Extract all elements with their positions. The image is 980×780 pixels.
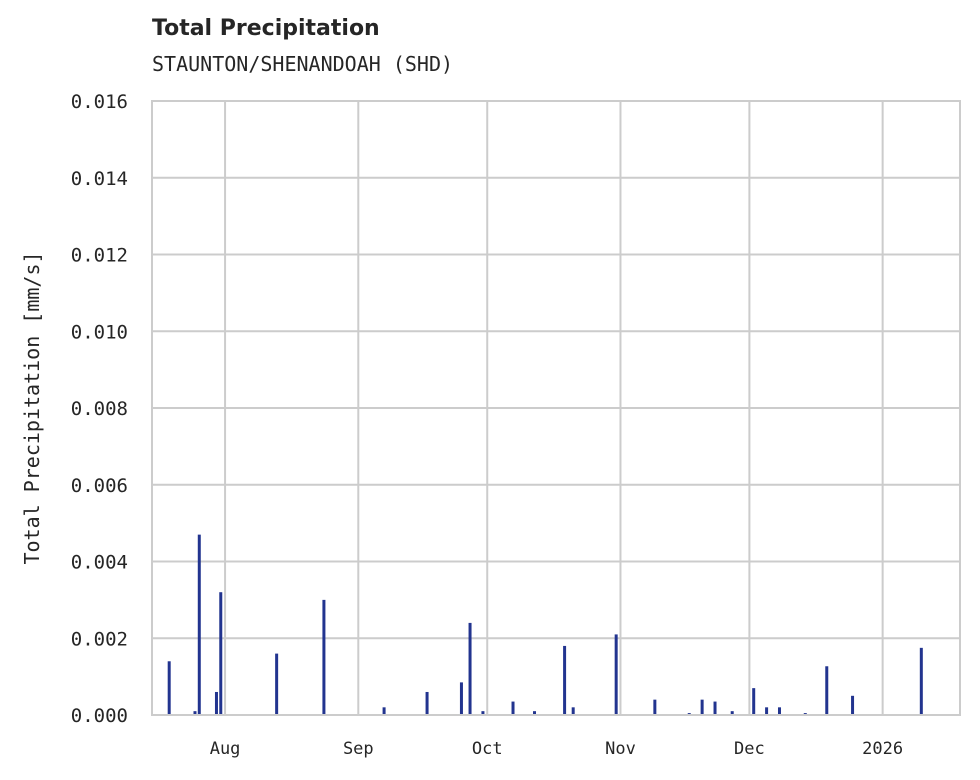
precip-bar	[197, 534, 201, 715]
precip-bar	[653, 699, 657, 715]
x-tick-label: Sep	[343, 739, 374, 759]
y-tick-label: 0.014	[71, 168, 128, 190]
x-tick-label: Aug	[210, 739, 241, 759]
y-tick-label: 0.000	[71, 705, 128, 727]
plot-frame	[151, 100, 961, 716]
chart-title: Total Precipitation	[152, 16, 380, 41]
y-tick-label: 0.010	[71, 321, 128, 343]
precip-bar	[752, 688, 756, 715]
precipitation-bars	[167, 534, 923, 715]
precip-bar	[730, 711, 734, 715]
x-tick-label: Nov	[605, 739, 636, 759]
precip-bar	[214, 691, 218, 715]
y-tick-label: 0.006	[71, 475, 128, 497]
y-tick-label: 0.002	[71, 628, 128, 650]
y-tick-label: 0.004	[71, 552, 128, 574]
chart-subtitle: STAUNTON/SHENANDOAH (SHD)	[152, 52, 454, 76]
precip-bar	[919, 647, 923, 715]
precip-bar	[777, 707, 781, 715]
precip-bar	[382, 707, 386, 715]
precip-bar	[511, 701, 515, 715]
precip-bar	[571, 707, 575, 715]
y-tick-label: 0.008	[71, 398, 128, 420]
precip-bar	[468, 622, 472, 715]
precip-bar	[825, 666, 829, 715]
y-axis-ticks: 0.000 0.002 0.004 0.006 0.008 0.010 0.012 0.014…	[71, 91, 128, 727]
x-tick-label: Dec	[734, 739, 765, 759]
precip-bar	[851, 695, 855, 715]
precip-bar	[459, 682, 463, 715]
x-tick-label: Oct	[472, 739, 503, 759]
precip-bar	[481, 711, 485, 715]
x-axis-ticks: Aug Sep Oct Nov Dec 2026	[210, 739, 903, 759]
y-tick-label: 0.012	[71, 245, 128, 267]
precip-bar	[425, 691, 429, 715]
precip-bar	[713, 701, 717, 715]
precip-bar	[322, 599, 326, 715]
precip-bar	[167, 661, 171, 715]
precip-bar	[765, 707, 769, 715]
x-tick-label: 2026	[862, 739, 903, 759]
precip-bar	[533, 711, 537, 715]
gridlines	[152, 100, 960, 716]
y-tick-label: 0.016	[71, 91, 128, 113]
precip-bar	[193, 711, 197, 715]
precip-bar	[275, 653, 279, 715]
precip-bar	[614, 634, 618, 715]
precip-bar	[219, 592, 223, 715]
precip-bar	[563, 645, 567, 715]
precip-bar	[700, 699, 704, 715]
